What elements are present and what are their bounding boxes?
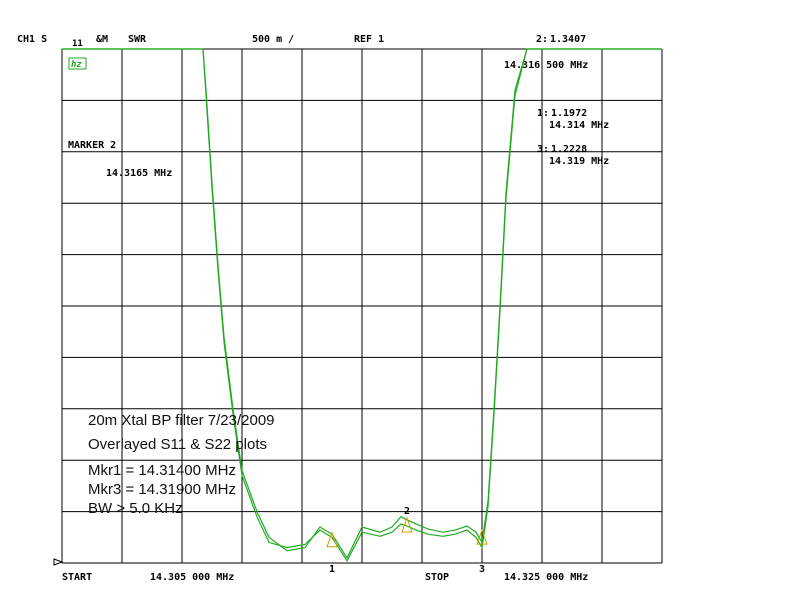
format-label: SWR (128, 34, 147, 45)
annotation-title: 20m Xtal BP filter 7/23/2009 (88, 412, 275, 429)
svg-text:hz: hz (71, 60, 82, 70)
stop-label: STOP (425, 572, 450, 583)
marker-2-symbol (401, 516, 413, 533)
marker1-frequency: 14.314 MHz (549, 120, 610, 131)
active-marker-value: 1.3407 (550, 34, 587, 45)
channel-label: CH1 S (17, 34, 48, 45)
parameter-label: 11 (72, 39, 83, 49)
start-frequency: 14.305 000 MHz (150, 572, 235, 583)
annotation-marker1: Mkr1 = 14.31400 MHz (88, 462, 236, 479)
series-line-2 (62, 48, 662, 563)
active-marker-index: 2: (536, 34, 549, 45)
annotation-marker3: Mkr3 = 14.31900 MHz (88, 481, 236, 498)
marker1-value: 1.1972 (551, 108, 588, 119)
marker3-frequency: 14.319 MHz (549, 156, 610, 167)
annotation-subtitle: Overlayed S11 & S22 plots (88, 436, 267, 453)
marker3-index: 3: (537, 144, 550, 155)
scale-label: 500 m / (252, 34, 295, 45)
marker-3-label: 3 (479, 564, 485, 575)
marker3-value: 1.2228 (551, 144, 588, 155)
reference-level-pointer (53, 558, 64, 566)
hz-icon: hz (68, 57, 87, 70)
marker-block-title: MARKER 2 (68, 140, 117, 151)
marker-3-symbol (476, 528, 488, 545)
format-amp-label: &M (96, 34, 109, 45)
marker-2-label: 2 (404, 506, 410, 517)
reference-label: REF 1 (354, 34, 385, 45)
start-label: START (62, 572, 93, 583)
chart-grid (61, 48, 663, 564)
marker1-index: 1: (537, 108, 550, 119)
stop-frequency: 14.325 000 MHz (504, 572, 589, 583)
annotation-bandwidth: BW > 5.0 KHz (88, 500, 183, 517)
chart-traces (62, 48, 662, 563)
marker-1-symbol (326, 531, 338, 548)
marker-block-frequency: 14.3165 MHz (106, 168, 173, 179)
marker-1-label: 1 (329, 564, 335, 575)
chart-markers: 1 2 3 (326, 506, 488, 575)
